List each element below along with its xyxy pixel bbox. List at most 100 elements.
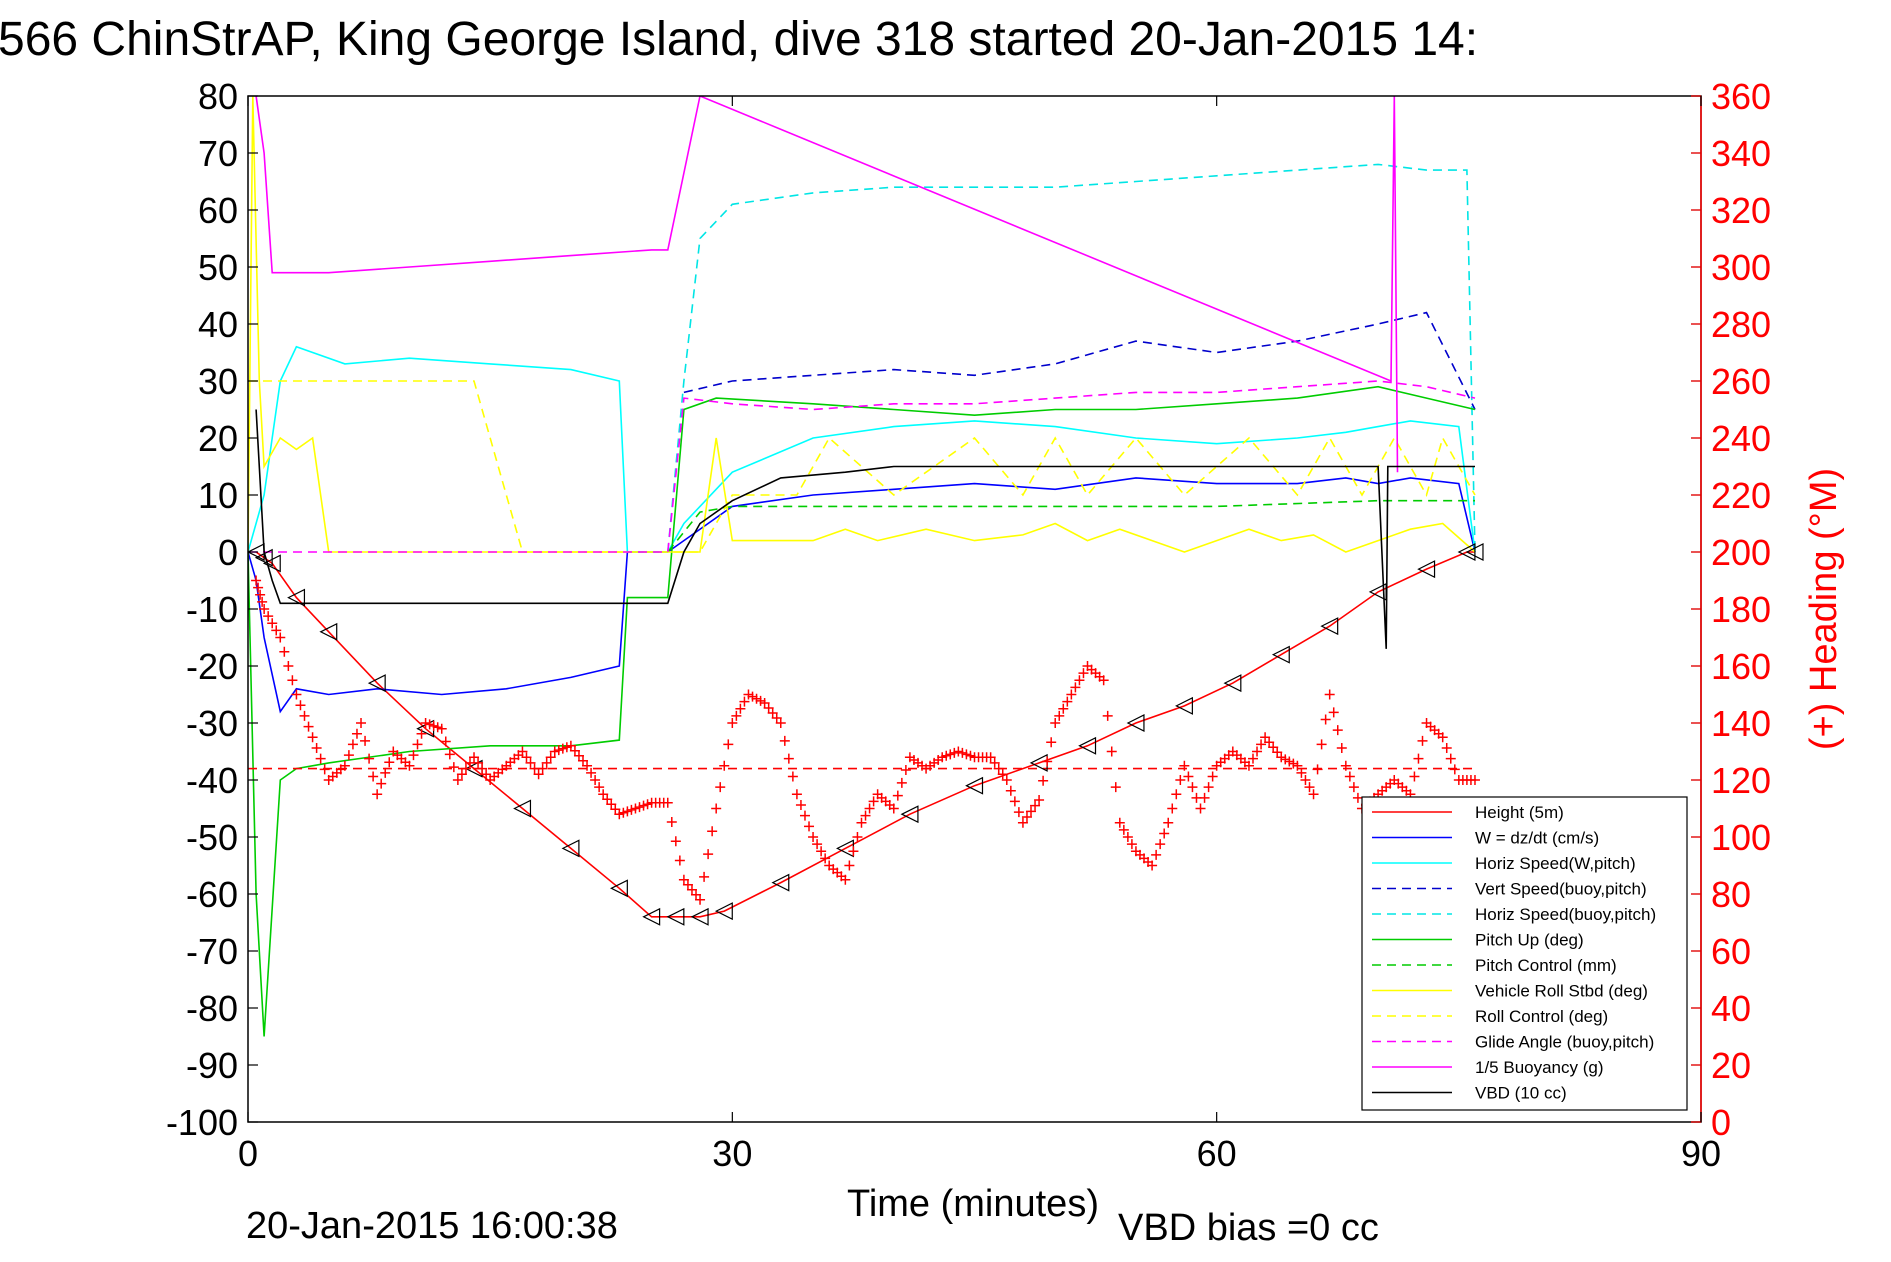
heading-point (989, 757, 1000, 768)
heading-point (319, 764, 330, 775)
series-4-line (667, 163, 1476, 553)
left-tick-label: 70 (198, 133, 238, 174)
heading-point (1106, 746, 1117, 757)
heading-point (783, 753, 794, 764)
right-tick-label: 80 (1711, 874, 1751, 915)
heading-point (412, 739, 423, 750)
left-tick-label: 60 (198, 190, 238, 231)
heading-point (1441, 742, 1452, 753)
heading-point (1102, 710, 1113, 721)
heading-point (1336, 742, 1347, 753)
height-point-marker (1417, 560, 1436, 579)
heading-point (1199, 792, 1210, 803)
right-tick-label: 180 (1711, 589, 1771, 630)
heading-point (380, 767, 391, 778)
left-tick-label: -100 (166, 1102, 238, 1143)
series-0-markers (248, 543, 1484, 926)
height-point-marker (248, 543, 265, 561)
footer-timestamp: 20-Jan-2015 16:00:38 (246, 1205, 618, 1247)
heading-point (541, 757, 552, 768)
left-tick-label: -40 (186, 760, 238, 801)
heading-point (1437, 732, 1448, 743)
right-tick-label: 300 (1711, 247, 1771, 288)
heading-point (263, 611, 274, 622)
heading-point (1417, 735, 1428, 746)
heading-point (1312, 764, 1323, 775)
heading-point (1118, 824, 1129, 835)
heading-point (1163, 817, 1174, 828)
left-tick-label: 20 (198, 418, 238, 459)
heading-point (888, 803, 899, 814)
heading-point (711, 803, 722, 814)
height-point-marker (965, 776, 984, 795)
heading-point (1155, 839, 1166, 850)
heading-point (1038, 775, 1049, 786)
heading-point (799, 810, 810, 821)
legend-label: Roll Control (deg) (1475, 1007, 1608, 1026)
heading-point (703, 849, 714, 860)
heading-point (1292, 760, 1303, 771)
heading-point (840, 874, 851, 885)
series-5-line (248, 385, 1476, 1037)
heading-point (1114, 817, 1125, 828)
heading-point (1300, 775, 1311, 785)
series-11-line (255, 409, 1475, 649)
heading-point (1009, 796, 1020, 807)
heading-point (1203, 782, 1214, 793)
right-tick-label: 340 (1711, 133, 1771, 174)
heading-point (1030, 800, 1041, 811)
heading-point (1058, 703, 1069, 714)
heading-point (1050, 718, 1061, 728)
heading-point (517, 746, 528, 757)
left-tick-label: 80 (198, 76, 238, 117)
heading-point (307, 732, 318, 743)
heading-point (723, 739, 734, 750)
height-point-marker (771, 873, 790, 892)
x-axis-label: Time (minutes) (847, 1183, 1099, 1225)
heading-point (1066, 689, 1077, 700)
right-tick-label: 280 (1711, 304, 1771, 345)
heading-point (275, 632, 286, 643)
right-tick-label: 120 (1711, 760, 1771, 801)
heading-point (533, 769, 544, 780)
heading-point (315, 753, 326, 764)
heading-point (452, 775, 463, 785)
left-tick-label: -30 (186, 703, 238, 744)
heading-point (287, 675, 298, 686)
heading-point (1021, 812, 1032, 823)
legend-label: Horiz Speed(buoy,pitch) (1475, 905, 1656, 924)
heading-point (299, 710, 310, 721)
heading-point (444, 749, 455, 760)
heading-point (469, 752, 480, 763)
height-point-marker (1368, 582, 1387, 601)
heading-point (408, 750, 419, 761)
right-tick-label: 360 (1711, 76, 1771, 117)
heading-point (436, 723, 447, 734)
heading-point (808, 832, 819, 842)
series-2-line (248, 345, 1476, 553)
heading-point (311, 742, 322, 753)
heading-point (525, 757, 536, 768)
heading-point (303, 721, 314, 732)
legend-label: Height (5m) (1475, 803, 1564, 822)
heading-point (804, 821, 815, 832)
heading-point (384, 757, 395, 768)
heading-point (271, 625, 282, 636)
heading-point (1098, 675, 1109, 686)
heading-point (1256, 739, 1267, 750)
right-tick-label: 60 (1711, 931, 1751, 972)
heading-point (251, 575, 262, 586)
right-tick-label: 140 (1711, 703, 1771, 744)
heading-point (997, 769, 1008, 780)
chart-title: 566 ChinStrAP, King George Island, dive … (0, 13, 1478, 66)
heading-point (1296, 767, 1307, 778)
right-tick-label: 0 (1711, 1102, 1731, 1143)
heading-point (1183, 771, 1194, 782)
heading-point (715, 782, 726, 793)
legend-label: Glide Angle (buoy,pitch) (1475, 1033, 1654, 1052)
heading-point (735, 703, 746, 714)
height-point-marker (513, 799, 532, 818)
right-tick-label: 20 (1711, 1045, 1751, 1086)
heading-point (1445, 753, 1456, 764)
heading-point (267, 618, 278, 629)
